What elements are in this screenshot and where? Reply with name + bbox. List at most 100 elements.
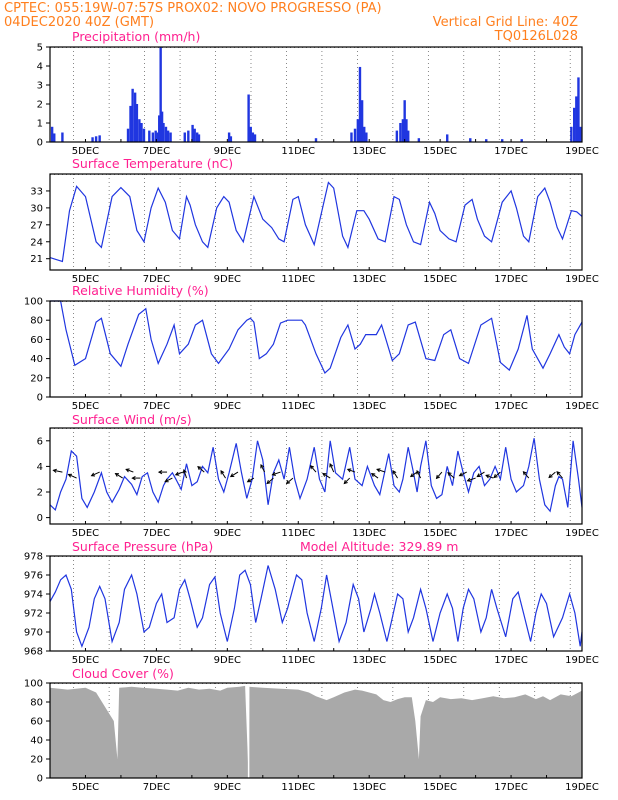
rh-xtick-label: 19DEC (565, 401, 599, 412)
pres-xtick-label: 9DEC (214, 655, 241, 666)
cloud-xtick-label: 15DEC (423, 782, 457, 793)
wind-vector-shaft (343, 477, 351, 484)
pres-xtick-label: 5DEC (72, 655, 99, 666)
wind-vector-shaft (53, 469, 63, 473)
wind-vector (260, 463, 266, 473)
precip-bar (94, 136, 98, 142)
wind-vector (246, 477, 255, 483)
wind-vector-head (260, 463, 265, 469)
cloud-xtick-label: 9DEC (214, 782, 241, 793)
rh-xtick-label: 15DEC (423, 401, 457, 412)
pres-ytick-label: 972 (24, 609, 43, 620)
precip-bar (247, 94, 250, 142)
pres-title: Surface Pressure (hPa) (72, 539, 213, 554)
pres-xtick-label: 15DEC (423, 655, 457, 666)
wind-vector (346, 468, 356, 473)
wind-vector-head (346, 468, 352, 473)
cloud-xtick-label: 13DEC (352, 782, 386, 793)
precip-bar (417, 138, 421, 142)
wind-ytick-label: 0 (37, 513, 43, 524)
rh-xtick-label: 9DEC (214, 401, 241, 412)
pres-ytick-label: 968 (24, 647, 43, 658)
rh-xtick-label: 7DEC (143, 401, 170, 412)
wind-vector (329, 463, 335, 473)
wind-vector-head (416, 469, 421, 475)
wind-vector-head (392, 469, 397, 475)
wind-vector-shaft (459, 471, 467, 477)
precip-bar (154, 130, 157, 142)
cloud-frame (49, 682, 583, 779)
wind-vector-shaft (556, 471, 563, 479)
precip-bar (140, 123, 143, 142)
precip-bar (469, 138, 472, 142)
cloud-title: Cloud Cover (%) (72, 666, 174, 681)
precip-bar (164, 126, 168, 142)
rh-ytick-label: 40 (30, 354, 43, 365)
wind-vector-head (322, 473, 327, 477)
wind-vector-shaft (247, 477, 255, 483)
rh-ytick-label: 80 (30, 316, 43, 327)
wind-vector-head (329, 463, 334, 468)
precip-bar (251, 132, 255, 142)
precip-bar (253, 134, 257, 142)
wind-vector (157, 469, 168, 475)
wind-title: Surface Wind (m/s) (72, 412, 192, 427)
precip-bar (160, 111, 164, 142)
precip-bar (579, 126, 582, 142)
wind-vector-shaft (371, 473, 379, 479)
wind-vector (285, 477, 294, 485)
wind-vector-head (309, 464, 315, 470)
wind-vector-shaft (310, 465, 317, 473)
wind-vector-shaft (329, 463, 335, 473)
wind-vector (229, 471, 239, 478)
rh-xtick-label: 13DEC (352, 401, 386, 412)
panels: 0 1 2 3 4 5 5DEC 7DEC 9DEC 11DEC 13DEC 15DEC 17DEC 19… (24, 43, 599, 794)
precip-bar (169, 132, 172, 142)
wind-vector-head (285, 480, 291, 485)
wind-vector-shaft (125, 468, 134, 473)
precip-bar (249, 126, 252, 142)
wind-vector (114, 473, 123, 479)
rh-ytick-label: 60 (30, 335, 43, 346)
wind-vector-head (164, 478, 169, 483)
precip-panel: 0 1 2 3 4 5 5DEC 7DEC 9DEC 11DEC 13DEC 15DEC 17DEC 19… (37, 43, 599, 158)
wind-vector (376, 468, 386, 473)
wind-xtick-label: 7DEC (143, 528, 170, 539)
precip-bar (446, 134, 449, 142)
precip-ytick-label: 5 (37, 43, 43, 54)
wind-vector-head (52, 468, 57, 473)
precip-bar (575, 96, 578, 142)
wind-vector-shaft (260, 464, 266, 473)
wind-vector-shaft (115, 473, 123, 479)
wind-vector (466, 477, 476, 482)
wind-vector-head (376, 468, 381, 473)
wind-vector (131, 475, 141, 481)
pres-xtick-label: 19DEC (565, 655, 599, 666)
wind-vector-head (266, 480, 271, 485)
wind-vector (548, 471, 556, 479)
precip-ytick-label: 4 (37, 62, 43, 73)
wind-vector-head (466, 477, 472, 482)
wind-vector-shaft (392, 470, 398, 479)
wind-vector-head (556, 470, 561, 476)
wind-vector (197, 466, 205, 473)
wind-vector-head (131, 475, 136, 481)
wind-vector-shaft (416, 470, 422, 479)
wind-vector-head (246, 478, 252, 483)
cloud-ytick-label: 80 (30, 698, 43, 709)
wind-vector-shaft (523, 471, 530, 479)
precip-bar (227, 132, 231, 142)
temp-ytick-label: 21 (30, 254, 43, 265)
cloud-ytick-label: 40 (30, 736, 43, 747)
wind-vector-head (114, 473, 120, 477)
wind-vector (182, 468, 188, 479)
wind-xtick-label: 9DEC (214, 528, 241, 539)
wind-vector (556, 470, 563, 479)
precip-bar (314, 138, 318, 142)
cloud-xtick-label: 11DEC (281, 782, 315, 793)
precip-bar (501, 139, 504, 142)
precip-bar (91, 137, 94, 142)
precip-bar (61, 132, 64, 142)
wind-vector-head (476, 473, 481, 478)
cloud-ytick-label: 0 (37, 774, 43, 785)
